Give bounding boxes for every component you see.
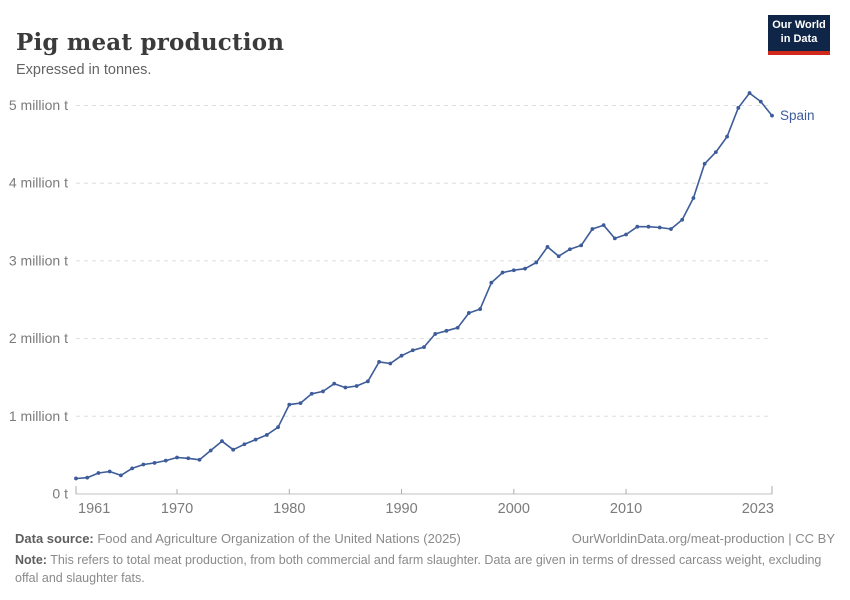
x-axis-tick-label: 1961 bbox=[78, 501, 110, 517]
y-axis-tick-label: 3 million t bbox=[9, 252, 68, 268]
data-point[interactable] bbox=[231, 447, 236, 452]
owid-logo-line2: in Data bbox=[780, 32, 818, 45]
data-point[interactable] bbox=[601, 223, 606, 228]
chart-footer: Data source: Food and Agriculture Organi… bbox=[15, 531, 835, 587]
data-point[interactable] bbox=[534, 260, 539, 265]
data-point[interactable] bbox=[467, 311, 471, 315]
owid-logo[interactable]: Our World in Data bbox=[768, 15, 830, 55]
data-point[interactable] bbox=[152, 461, 157, 465]
data-point[interactable] bbox=[500, 270, 505, 275]
x-axis-tick-label: 1990 bbox=[385, 501, 417, 517]
y-axis-tick-label: 1 million t bbox=[9, 408, 68, 424]
x-axis-tick-label: 2023 bbox=[742, 501, 774, 517]
data-point[interactable] bbox=[175, 455, 179, 460]
data-point[interactable] bbox=[747, 91, 752, 95]
data-point[interactable] bbox=[141, 462, 146, 467]
data-point[interactable] bbox=[523, 266, 527, 271]
data-source-text: Data source: Food and Agriculture Organi… bbox=[15, 531, 461, 546]
data-point[interactable] bbox=[568, 247, 572, 252]
data-point[interactable] bbox=[343, 385, 348, 390]
data-point[interactable] bbox=[74, 476, 78, 481]
data-point[interactable] bbox=[770, 113, 774, 118]
data-point[interactable] bbox=[680, 217, 685, 222]
y-axis-tick-label: 4 million t bbox=[9, 175, 68, 191]
data-point[interactable] bbox=[388, 361, 393, 366]
data-point[interactable] bbox=[253, 437, 258, 442]
data-point[interactable] bbox=[612, 236, 617, 241]
data-point[interactable] bbox=[579, 243, 584, 248]
data-point[interactable] bbox=[646, 224, 651, 229]
data-point[interactable] bbox=[242, 442, 247, 447]
data-source-label: Data source: bbox=[15, 531, 94, 546]
data-point[interactable] bbox=[399, 353, 404, 358]
data-point[interactable] bbox=[309, 391, 314, 396]
data-point[interactable] bbox=[702, 161, 707, 166]
data-point[interactable] bbox=[197, 457, 202, 462]
x-axis-tick-label: 1980 bbox=[273, 501, 305, 517]
x-axis-tick-label: 2000 bbox=[498, 501, 530, 517]
data-point[interactable] bbox=[287, 402, 292, 407]
data-point[interactable] bbox=[444, 328, 449, 333]
y-axis-tick-label: 0 t bbox=[52, 486, 68, 502]
data-point[interactable] bbox=[657, 225, 662, 230]
data-point[interactable] bbox=[635, 224, 640, 229]
page-title: Pig meat production bbox=[16, 29, 285, 57]
series-label-spain[interactable]: Spain bbox=[780, 108, 815, 123]
owid-logo-line1: Our World bbox=[772, 19, 826, 31]
data-point[interactable] bbox=[478, 307, 483, 311]
data-point[interactable] bbox=[377, 360, 381, 364]
note-label: Note: bbox=[15, 553, 47, 567]
data-point[interactable] bbox=[758, 99, 763, 104]
data-point[interactable] bbox=[433, 332, 438, 336]
data-point[interactable] bbox=[186, 456, 191, 461]
data-point[interactable] bbox=[410, 348, 415, 353]
data-point[interactable] bbox=[669, 227, 673, 231]
data-point[interactable] bbox=[332, 381, 337, 386]
x-axis-tick-label: 1970 bbox=[161, 501, 193, 517]
data-point[interactable] bbox=[298, 401, 303, 405]
data-point[interactable] bbox=[264, 433, 269, 437]
data-point[interactable] bbox=[713, 150, 718, 155]
chart-note: Note: This refers to total meat producti… bbox=[15, 553, 822, 586]
x-axis-tick-label: 2010 bbox=[610, 501, 642, 517]
y-axis-tick-label: 5 million t bbox=[9, 97, 68, 113]
data-point[interactable] bbox=[85, 475, 90, 480]
data-point[interactable] bbox=[130, 466, 135, 471]
data-point[interactable] bbox=[511, 268, 516, 273]
data-point[interactable] bbox=[455, 325, 460, 330]
data-point[interactable] bbox=[276, 425, 280, 430]
data-point[interactable] bbox=[321, 389, 325, 394]
data-point[interactable] bbox=[725, 134, 729, 139]
chart-subtitle: Expressed in tonnes. bbox=[16, 62, 152, 78]
owid-url-link[interactable]: OurWorldinData.org/meat-production | CC … bbox=[571, 531, 835, 546]
data-point[interactable] bbox=[422, 345, 426, 350]
data-point[interactable] bbox=[691, 196, 696, 200]
data-point[interactable] bbox=[590, 227, 595, 231]
data-point[interactable] bbox=[107, 469, 112, 474]
data-point[interactable] bbox=[119, 473, 123, 478]
data-point[interactable] bbox=[556, 254, 561, 259]
data-point[interactable] bbox=[163, 458, 168, 463]
data-point[interactable] bbox=[220, 439, 224, 444]
data-point[interactable] bbox=[365, 379, 370, 384]
data-point[interactable] bbox=[736, 105, 741, 110]
data-point[interactable] bbox=[545, 245, 550, 249]
data-point[interactable] bbox=[96, 471, 101, 475]
data-point[interactable] bbox=[489, 280, 494, 285]
data-line-spain[interactable] bbox=[75, 92, 773, 480]
y-axis-tick-label: 2 million t bbox=[9, 330, 68, 346]
data-point[interactable] bbox=[208, 448, 213, 453]
data-point[interactable] bbox=[354, 384, 359, 388]
data-point[interactable] bbox=[624, 232, 628, 237]
